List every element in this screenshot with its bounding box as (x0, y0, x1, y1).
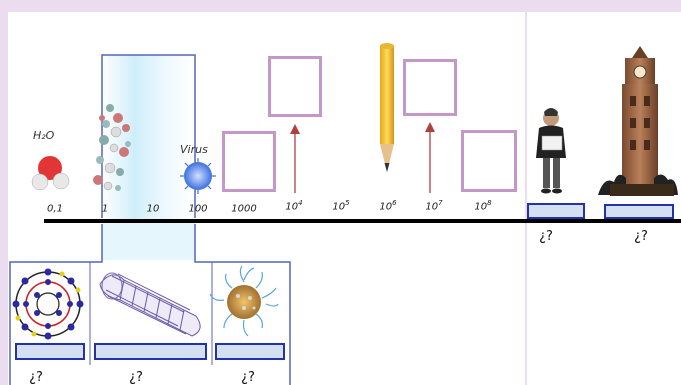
zoom-frame-right (194, 224, 291, 385)
placeholder-box-4[interactable] (461, 130, 517, 192)
scale-label-1: 1 (101, 203, 109, 215)
scale-label-4: 1000 (231, 203, 257, 215)
question-person: ¿? (539, 229, 553, 244)
nanoparticle-icon (209, 265, 279, 337)
scale-label-2: 10 (146, 203, 160, 215)
answer-box-person[interactable] (527, 203, 585, 219)
zoom-highlight-lower (102, 222, 195, 260)
zoom-frame-left (9, 224, 103, 385)
water-label: H₂O (33, 129, 55, 142)
question-nanoparticle: ¿? (241, 370, 255, 385)
scale-label-7: 106 (379, 199, 397, 213)
question-tower: ¿? (634, 229, 648, 244)
arrow-up-icon (290, 124, 300, 193)
main-panel (8, 12, 525, 385)
tower-icon (598, 46, 678, 196)
scale-label-8: 107 (425, 199, 443, 213)
fullerene-icon (12, 268, 84, 340)
answer-box-nanotube[interactable] (94, 343, 207, 360)
water-molecule-icon (31, 156, 70, 191)
answer-box-tower[interactable] (604, 204, 674, 219)
virus-label: Virus (180, 143, 208, 156)
placeholder-box-3[interactable] (403, 59, 457, 116)
molecule-chain-icon (93, 104, 131, 191)
virus-icon (180, 158, 216, 194)
placeholder-box-2[interactable] (268, 56, 322, 117)
answer-box-nanoparticle[interactable] (215, 343, 285, 360)
scale-label-0: 0,1 (47, 203, 63, 215)
placeholder-box-1[interactable] (222, 131, 276, 192)
nanotube-icon (99, 272, 201, 337)
pencil-icon (380, 43, 394, 172)
scale-label-5: 104 (285, 199, 303, 213)
scale-label-9: 108 (474, 199, 492, 213)
scale-label-3: 100 (188, 203, 208, 215)
scale-label-6: 105 (332, 199, 350, 213)
right-panel (527, 12, 681, 385)
zoom-highlight (102, 55, 195, 222)
arrow-up-icon (425, 122, 435, 193)
person-icon (536, 108, 566, 194)
question-nanotube: ¿? (129, 370, 143, 385)
answer-box-fullerene[interactable] (15, 343, 85, 360)
question-fullerene: ¿? (29, 370, 43, 385)
